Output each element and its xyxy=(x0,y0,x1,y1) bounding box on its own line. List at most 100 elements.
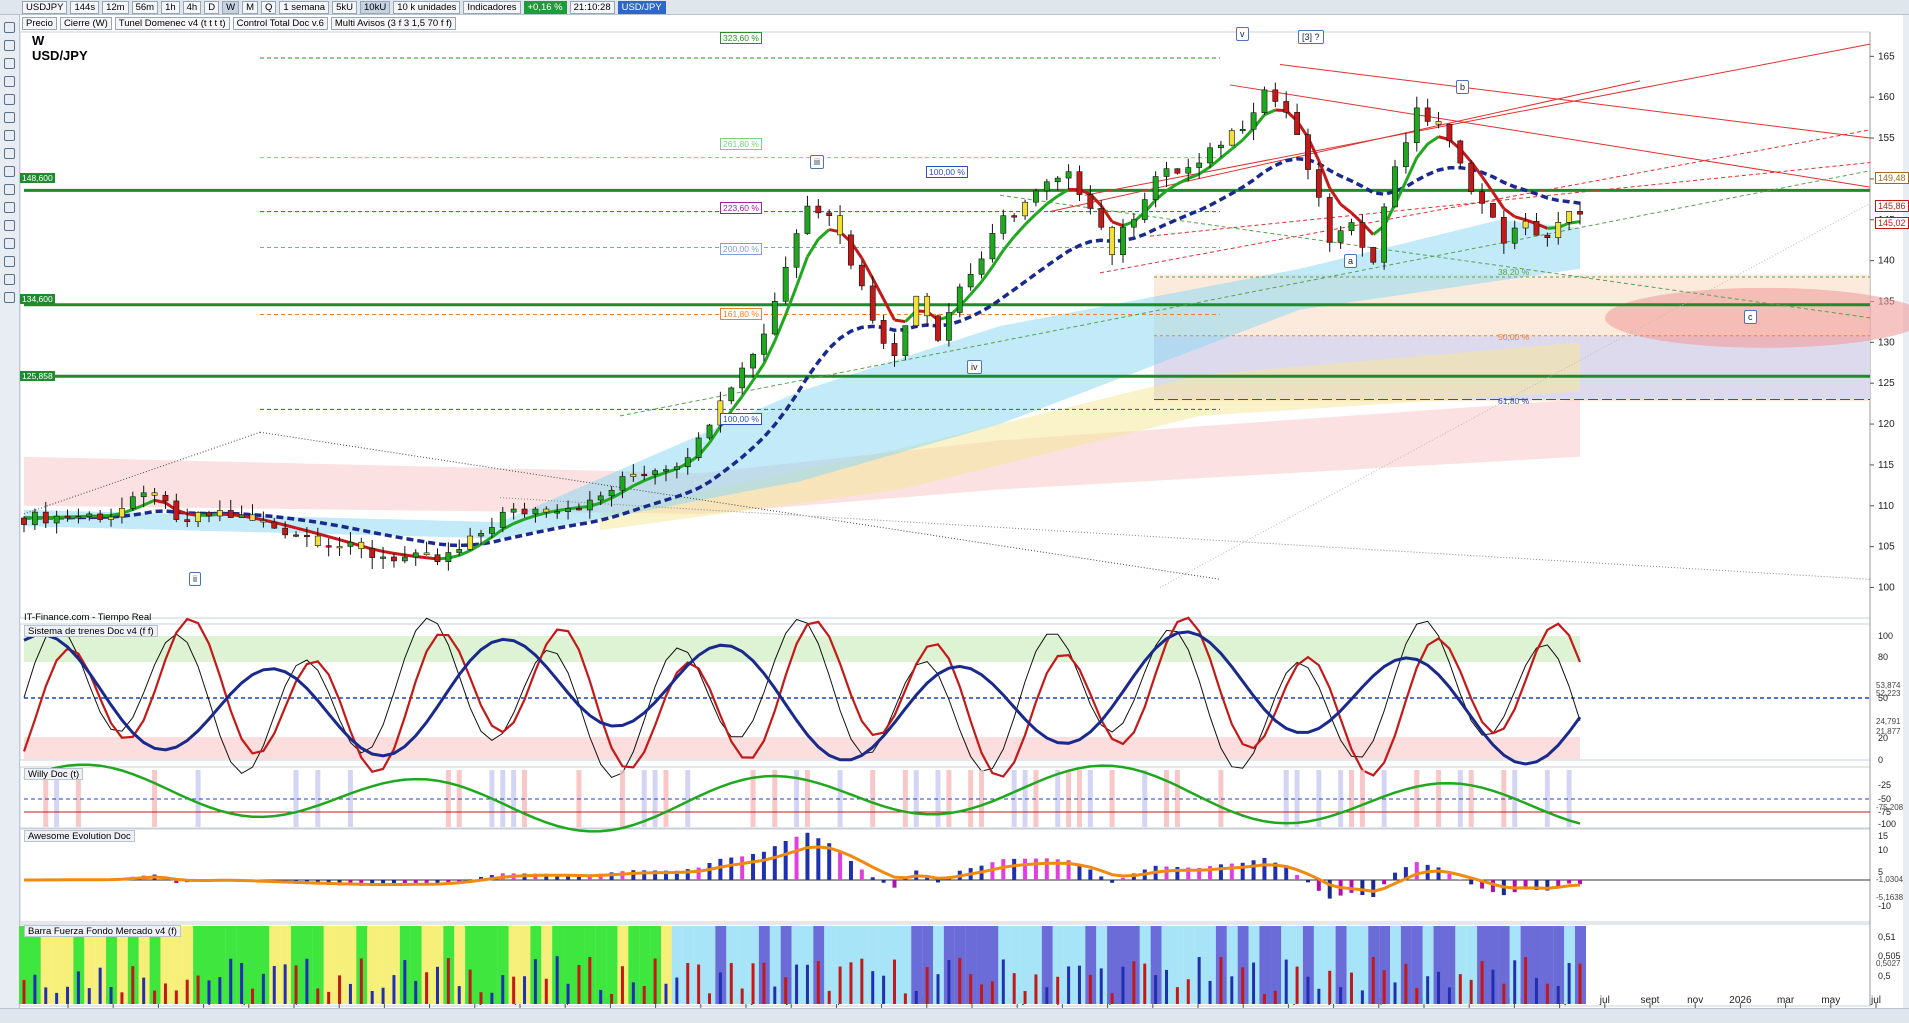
indicator-precio[interactable]: Precio xyxy=(22,17,57,30)
barra-bar-78 xyxy=(871,971,875,1004)
barra-bar-20 xyxy=(240,963,244,1004)
willy-bar-27 xyxy=(315,770,321,827)
indicator-tunel[interactable]: Tunel Domenec v4 (t t t t) xyxy=(114,17,230,30)
period-select[interactable]: 1 semana xyxy=(279,0,330,14)
panel-title-awesome[interactable]: Awesome Evolution Doc xyxy=(24,830,135,842)
line-icon[interactable] xyxy=(4,112,15,123)
ema-fast-seg-56 xyxy=(621,484,635,494)
y-tick-label-130: 130 xyxy=(1878,337,1895,348)
ellipse-icon[interactable] xyxy=(4,238,15,249)
panel-2-value-0: -1,0304 xyxy=(1876,875,1904,884)
barra-bar-12 xyxy=(153,990,157,1004)
awesome-bar-134 xyxy=(1480,880,1485,889)
awesome-bar-13 xyxy=(163,879,168,880)
candle-93 xyxy=(1033,190,1039,203)
barra-bar-66 xyxy=(740,988,744,1004)
willy-bar-142 xyxy=(1566,770,1572,827)
barra-bar-125 xyxy=(1382,970,1386,1004)
tf-q-button[interactable]: Q xyxy=(260,0,277,14)
tf-m-button[interactable]: M xyxy=(242,0,258,14)
trendline-icon[interactable] xyxy=(4,130,15,141)
rectangle-icon[interactable] xyxy=(4,148,15,159)
barra-bar-38 xyxy=(435,966,439,1004)
delete-icon[interactable] xyxy=(4,292,15,303)
barra-bg-117 xyxy=(1292,926,1304,1004)
ema-fast-seg-121 xyxy=(1328,187,1342,206)
candle-105 xyxy=(1163,168,1170,177)
indicators-button[interactable]: Indicadores xyxy=(463,0,521,14)
candle-84 xyxy=(935,315,941,341)
channel-icon[interactable] xyxy=(4,256,15,267)
barra-bg-128 xyxy=(1411,926,1423,1004)
awesome-bar-68 xyxy=(761,851,766,880)
panel-title-barra[interactable]: Barra Fuerza Fondo Mercado v4 (f) xyxy=(24,925,181,937)
candle-11 xyxy=(140,492,147,498)
candle-110 xyxy=(1218,144,1224,149)
wave-label-c: c xyxy=(1744,310,1757,324)
symbol-select[interactable]: USDJPY xyxy=(22,0,68,14)
ema-fast-seg-27 xyxy=(306,529,319,536)
barra-bg-25 xyxy=(291,926,303,1004)
barra-bar-83 xyxy=(925,967,929,1004)
panel-2-value-1: -5,1638 xyxy=(1876,893,1904,902)
units-10k-button[interactable]: 10kU xyxy=(360,0,391,14)
indicator-control-total[interactable]: Control Total Doc v.6 xyxy=(232,17,328,30)
indicator-cierre[interactable]: Cierre (W) xyxy=(59,17,112,30)
zoom-in-icon[interactable] xyxy=(4,58,15,69)
tf-144s-button[interactable]: 144s xyxy=(70,0,100,14)
barra-bar-100 xyxy=(1110,993,1114,1004)
barra-bar-42 xyxy=(479,992,483,1004)
tf-12m-button[interactable]: 12m xyxy=(102,0,129,14)
barra-bar-120 xyxy=(1328,970,1332,1004)
wave-label-b: b xyxy=(1456,80,1470,94)
candle-132 xyxy=(1457,140,1464,164)
crosshair-icon[interactable] xyxy=(4,40,15,51)
barra-bar-122 xyxy=(1349,972,1353,1004)
trendline-2 xyxy=(1279,64,1871,139)
lot-select[interactable]: 10 k unidades xyxy=(393,0,461,14)
ruler-icon[interactable] xyxy=(4,220,15,231)
alert-bell-icon[interactable] xyxy=(4,94,15,105)
awesome-bar-56 xyxy=(631,870,636,880)
awesome-bar-109 xyxy=(1208,866,1213,880)
barra-bar-92 xyxy=(1023,991,1027,1004)
barra-bg-16 xyxy=(193,926,205,1004)
cursor-icon[interactable] xyxy=(4,22,15,33)
indicator-multi-avisos[interactable]: Multi Avisos (3 f 3 1,5 70 f f) xyxy=(330,17,456,30)
fib-icon[interactable] xyxy=(4,202,15,213)
barra-bar-23 xyxy=(272,965,276,1004)
tf-d-button[interactable]: D xyxy=(204,0,220,14)
zoom-out-icon[interactable] xyxy=(4,76,15,87)
candle-37 xyxy=(423,552,430,556)
tf-1h-button[interactable]: 1h xyxy=(161,0,180,14)
units-5k-button[interactable]: 5kU xyxy=(332,0,358,14)
awesome-bar-78 xyxy=(870,877,875,880)
tf-56m-button[interactable]: 56m xyxy=(131,0,159,14)
magnet-icon[interactable] xyxy=(4,274,15,285)
barra-bg-0 xyxy=(19,926,30,1004)
trendline-1 xyxy=(1229,84,1871,188)
trendline-4 xyxy=(1099,129,1871,274)
awesome-bar-131 xyxy=(1447,873,1452,880)
tf-w-button[interactable]: W xyxy=(222,0,240,14)
willy-bar-81 xyxy=(902,770,908,827)
trenes-oversold-zone xyxy=(24,737,1580,759)
candle-77 xyxy=(858,264,865,287)
awesome-bar-81 xyxy=(903,878,908,880)
awesome-bar-36 xyxy=(413,880,418,886)
awesome-bar-111 xyxy=(1229,863,1234,880)
tf-4h-button[interactable]: 4h xyxy=(182,0,202,14)
barra-bar-135 xyxy=(1491,969,1495,1004)
text-icon[interactable] xyxy=(4,184,15,195)
panel-title-willy[interactable]: Willy Doc (t) xyxy=(24,768,84,780)
pen-icon[interactable] xyxy=(4,166,15,177)
barra-bg-74 xyxy=(824,926,836,1004)
barra-bar-18 xyxy=(218,977,222,1004)
panel-title-trenes[interactable]: Sistema de trenes Doc v4 (f f) xyxy=(24,625,158,637)
awesome-bar-114 xyxy=(1262,857,1267,880)
candle-114 xyxy=(1261,89,1268,114)
barra-bg-9 xyxy=(116,926,128,1004)
trendline-0 xyxy=(1084,43,1871,196)
target-ellipse xyxy=(1605,287,1909,348)
